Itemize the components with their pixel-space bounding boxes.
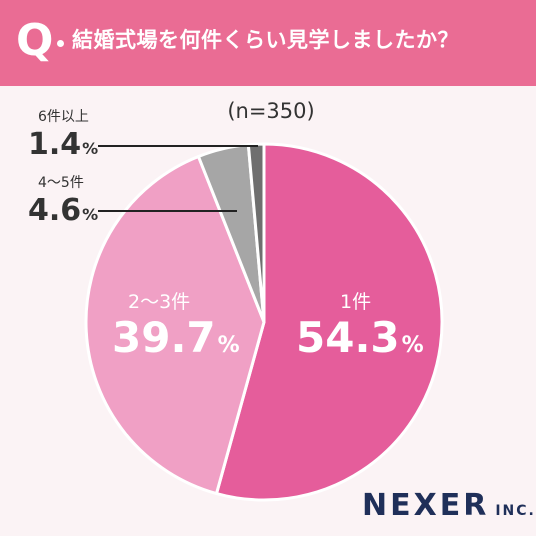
slice-label-6plus: 6件以上 bbox=[38, 109, 89, 125]
slice-value-4to5: 4.6% bbox=[28, 193, 99, 228]
slice-label-2to3: 2～3件 bbox=[128, 291, 191, 313]
slice-value-1: 54.3% bbox=[296, 313, 424, 362]
chart-title: 結婚式場を何件くらい見学しましたか？ bbox=[72, 28, 459, 52]
slice-value-2to3: 39.7% bbox=[112, 313, 240, 362]
q-mark: Q bbox=[16, 15, 54, 66]
slice-label-1: 1件 bbox=[340, 291, 372, 313]
q-mark-dot bbox=[57, 40, 64, 47]
pie-slice-2to3 bbox=[84, 155, 266, 496]
slice-label-4to5: 4～5件 bbox=[38, 175, 84, 191]
sample-size: (n=350) bbox=[227, 99, 315, 123]
slice-value-6plus: 1.4% bbox=[28, 127, 99, 162]
pie-slice-1 bbox=[214, 142, 444, 502]
nexer-logo: NEXER INC. bbox=[362, 488, 536, 523]
question-header: Q 結婚式場を何件くらい見学しましたか？ bbox=[0, 0, 536, 86]
pie-slice-6plus bbox=[246, 142, 266, 324]
